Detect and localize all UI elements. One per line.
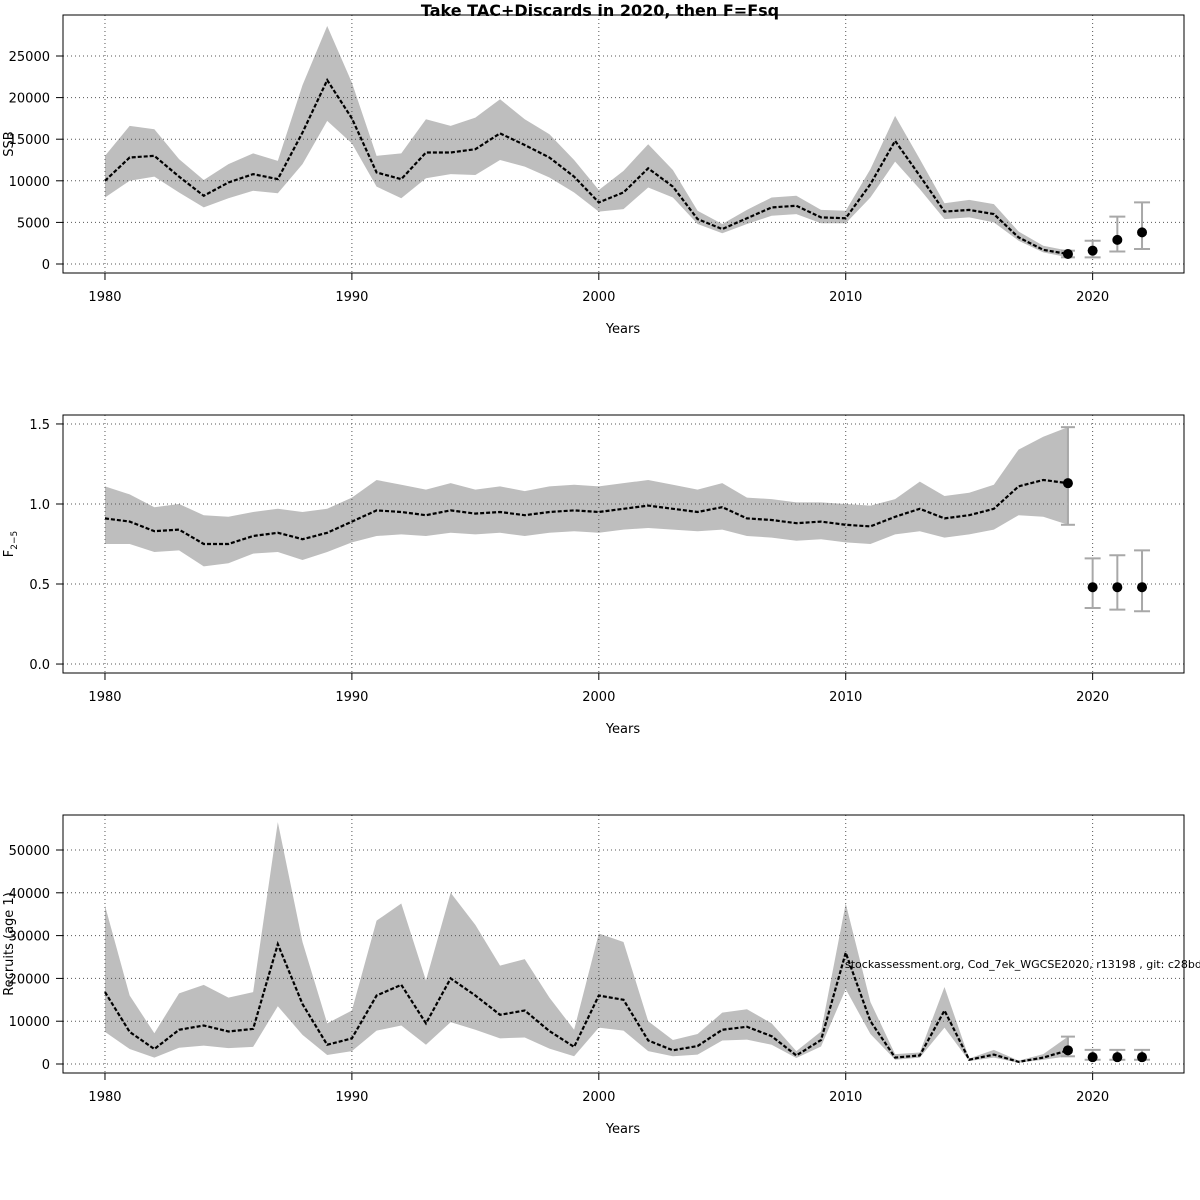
estimate-line — [104, 940, 1069, 1063]
annotation: stockassessment.org, Cod_7ek_WGCSE2020, … — [845, 958, 1200, 971]
forecast-point — [1087, 245, 1098, 256]
confidence-band — [104, 26, 1068, 258]
y-axis-label-main: SSB — [2, 131, 17, 156]
y-tick-label: 25000 — [9, 50, 50, 65]
y-tick-label: 50000 — [9, 844, 50, 859]
forecast-point — [1087, 582, 1098, 593]
x-tick-label: 2020 — [1076, 690, 1109, 705]
x-axis-label: Years — [605, 1122, 641, 1137]
y-tick-label: 20000 — [9, 92, 50, 107]
y-axis-label-main: F — [2, 550, 17, 557]
y-tick-label: 10000 — [9, 1015, 50, 1030]
chart-title: Take TAC+Discards in 2020, then F=Fsq — [421, 1, 779, 20]
y-tick-label: 1.5 — [29, 418, 50, 433]
forecast-point — [1087, 1052, 1098, 1063]
y-tick-label: 10000 — [9, 175, 50, 190]
y-axis-label: Recruits (age 1) — [2, 892, 17, 996]
y-tick-label: 1.0 — [29, 498, 50, 513]
x-axis-label: Years — [605, 722, 641, 737]
y-tick-label: 0 — [42, 1058, 50, 1073]
y-tick-label: 20000 — [9, 972, 50, 987]
x-tick-label: 2000 — [582, 1090, 615, 1105]
x-tick-label: 2010 — [829, 1090, 862, 1105]
forecast-point — [1112, 1052, 1123, 1063]
x-tick-label: 2010 — [829, 290, 862, 305]
plot-frame — [62, 414, 1185, 674]
estimate-line — [104, 478, 1069, 546]
x-tick-label: 1980 — [88, 690, 121, 705]
plot-frame — [62, 814, 1185, 1074]
y-tick-label: 5000 — [17, 216, 50, 231]
forecast-point — [1137, 1052, 1148, 1063]
y-tick-label: 40000 — [9, 887, 50, 902]
y-tick-label: 0.5 — [29, 578, 50, 593]
x-tick-label: 1980 — [88, 1090, 121, 1105]
x-tick-label: 1990 — [335, 1090, 368, 1105]
forecast-point — [1112, 234, 1123, 245]
x-tick-label: 2010 — [829, 690, 862, 705]
y-tick-label: 15000 — [9, 133, 50, 148]
y-tick-label: 0.0 — [29, 658, 50, 673]
forecast-point — [1137, 582, 1148, 593]
confidence-band — [104, 427, 1068, 567]
x-tick-label: 2020 — [1076, 1090, 1109, 1105]
x-tick-label: 2020 — [1076, 290, 1109, 305]
x-tick-label: 1990 — [335, 690, 368, 705]
x-tick-label: 2000 — [582, 690, 615, 705]
y-tick-label: 0 — [42, 258, 50, 273]
last-estimate-point — [1062, 249, 1073, 260]
x-tick-label: 1980 — [88, 290, 121, 305]
forecast-point — [1112, 582, 1123, 593]
x-tick-label: 1990 — [335, 290, 368, 305]
x-axis-label: Years — [605, 322, 641, 337]
y-tick-label: 30000 — [9, 930, 50, 945]
y-axis-label: F2−5 — [2, 531, 20, 557]
last-estimate-point — [1062, 1045, 1073, 1056]
x-tick-label: 2000 — [582, 290, 615, 305]
estimate-line — [104, 77, 1069, 256]
forecast-point — [1137, 227, 1148, 238]
y-axis-label: SSB — [2, 131, 17, 156]
plot-frame — [62, 14, 1185, 274]
y-axis-label-sub: 2−5 — [10, 531, 20, 550]
confidence-band — [104, 822, 1068, 1063]
y-axis-label-main: Recruits (age 1) — [2, 892, 17, 996]
last-estimate-point — [1062, 478, 1073, 489]
